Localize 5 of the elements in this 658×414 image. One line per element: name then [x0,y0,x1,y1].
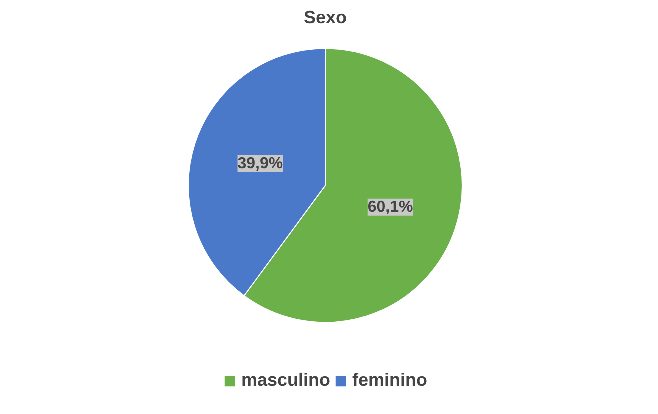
data-label: 39,9% [238,155,284,172]
data-label: 60,1% [368,198,414,216]
legend-label: masculino [241,370,331,391]
chart-title: Sexo [304,8,348,28]
legend-label: feminino [352,370,428,391]
